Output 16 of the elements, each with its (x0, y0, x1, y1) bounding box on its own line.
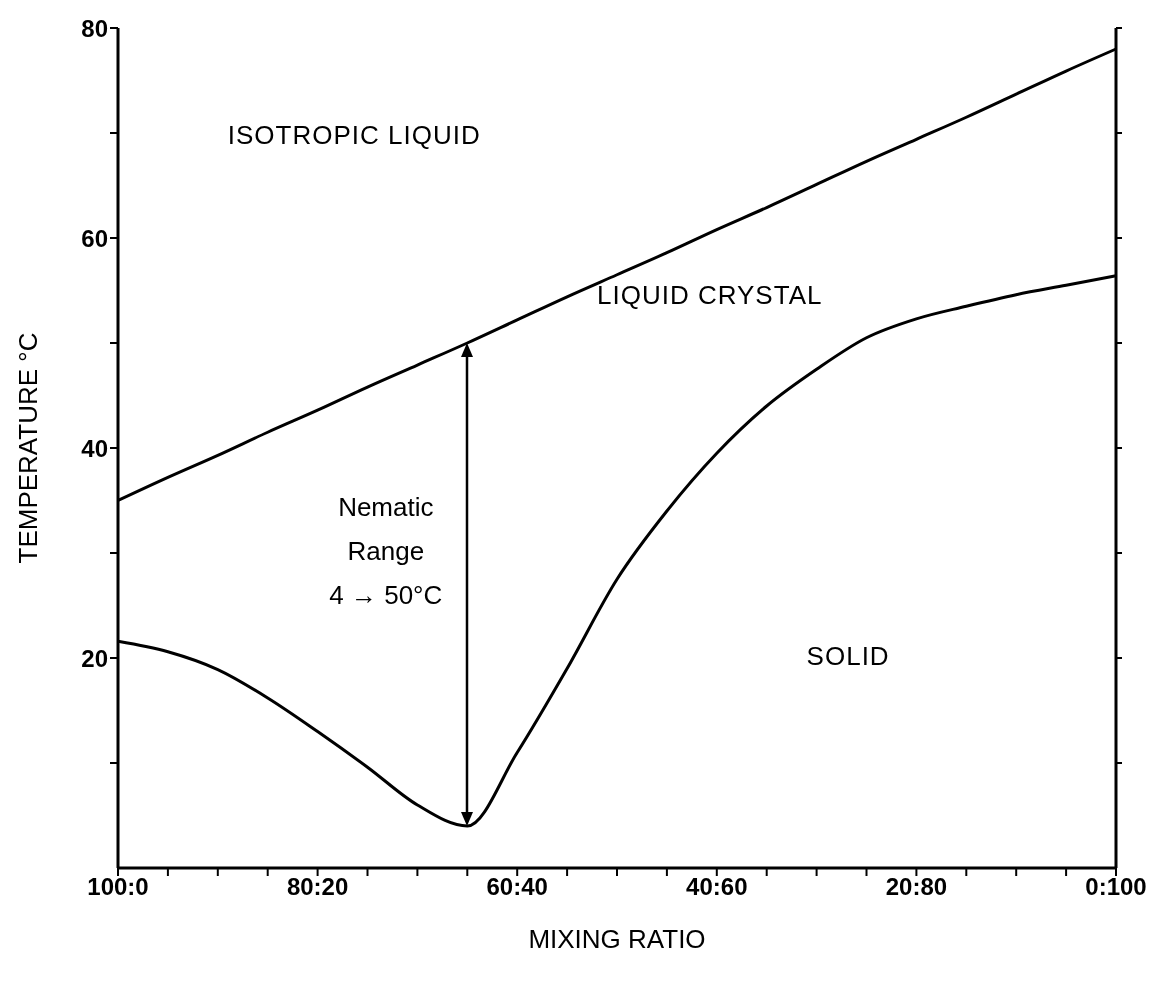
annotation: LIQUID CRYSTAL (597, 280, 823, 311)
y-axis-title: TEMPERATURE °C (13, 332, 44, 564)
y-tick-label: 20 (81, 644, 108, 672)
x-tick-label: 100:0 (87, 873, 149, 901)
y-tick-label: 60 (81, 224, 108, 252)
x-tick-label: 20:80 (885, 873, 948, 901)
y-tick-label: 80 (81, 14, 108, 42)
annotation: SOLID (806, 641, 890, 673)
x-tick-label: 0:100 (1085, 873, 1147, 901)
x-tick-label: 60:40 (486, 873, 548, 901)
x-tick-label: 40:60 (686, 873, 748, 901)
annotation: ISOTROPIC LIQUID (227, 120, 481, 152)
x-axis-title: MIXING RATIO (528, 924, 706, 954)
x-tick-label: 80:20 (286, 873, 349, 901)
y-tick-label: 40 (81, 434, 108, 462)
annotation: Nematic Range 4 → 50°C (329, 490, 443, 612)
